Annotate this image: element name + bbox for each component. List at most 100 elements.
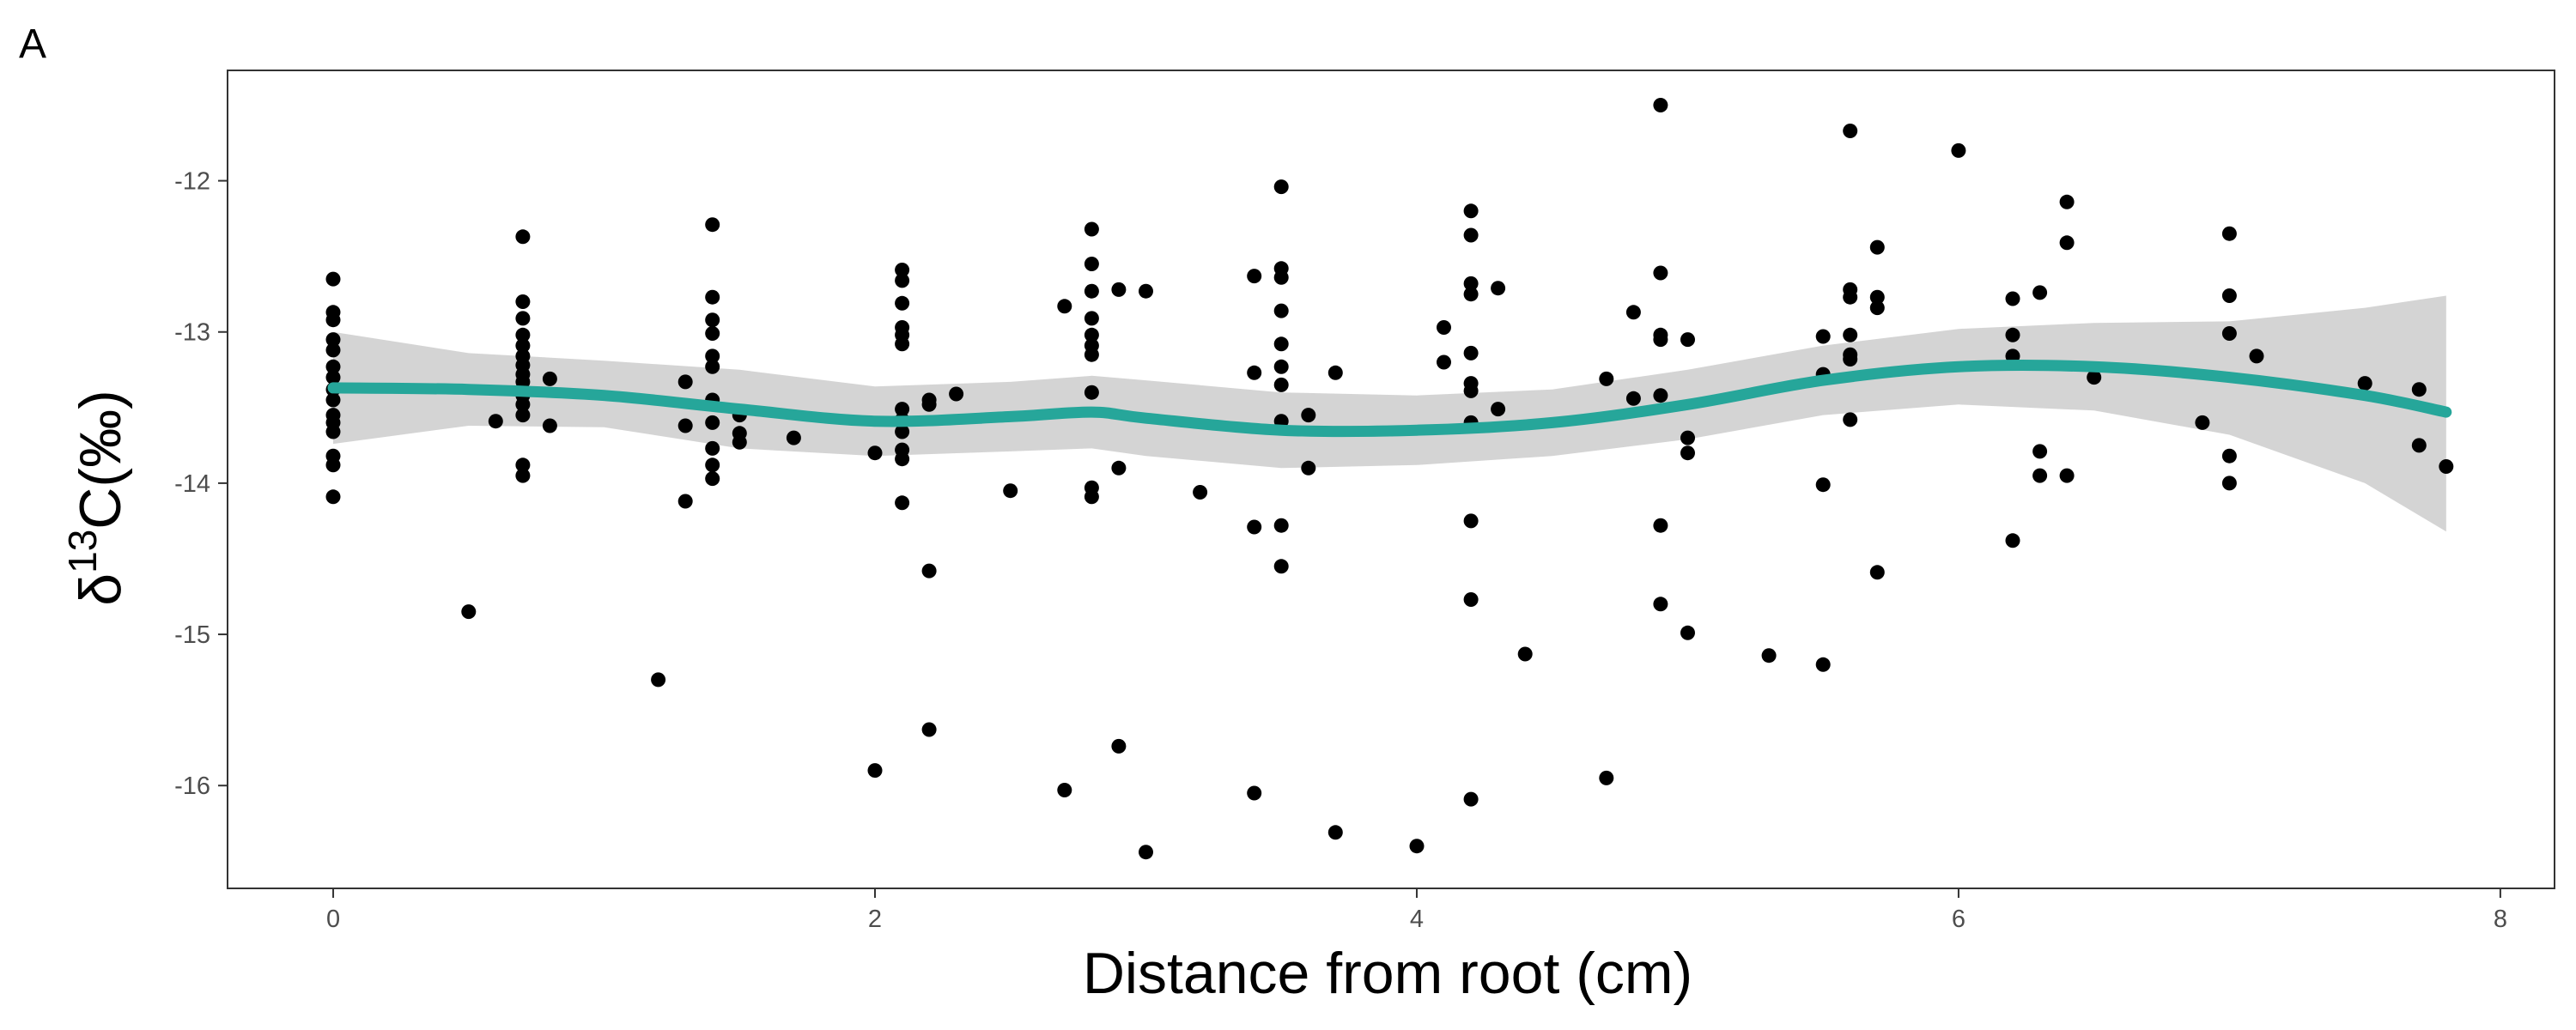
data-point [2221, 326, 2237, 341]
data-point [1491, 281, 1506, 296]
data-point [1084, 489, 1099, 505]
data-point [1653, 332, 1668, 348]
data-point [1843, 352, 1858, 367]
data-point [1815, 657, 1831, 672]
data-point [732, 434, 747, 450]
data-point [2059, 235, 2075, 251]
data-point [1273, 336, 1289, 352]
y-tick-label: -13 [174, 319, 210, 347]
data-point [325, 457, 341, 473]
data-point [1327, 365, 1343, 380]
data-point [1463, 513, 1479, 529]
y-tick-label: -16 [174, 772, 210, 800]
data-point [325, 489, 341, 505]
data-point [1057, 783, 1072, 797]
data-point [1680, 430, 1695, 445]
data-point [1111, 282, 1127, 297]
data-point [2221, 226, 2237, 241]
data-point [515, 229, 531, 245]
data-point [1247, 365, 1262, 380]
data-point [705, 348, 720, 364]
y-tick-label: -14 [174, 470, 210, 498]
data-point [1301, 408, 1316, 423]
x-axis: 0 2 4 6 8 [326, 888, 2507, 933]
data-point [325, 370, 341, 385]
x-tick-label: 8 [2494, 906, 2507, 933]
x-axis-title: Distance from root (cm) [1083, 941, 1692, 1006]
data-point [1437, 320, 1451, 335]
data-point [677, 494, 693, 509]
data-point [325, 332, 341, 348]
data-point [895, 402, 910, 417]
data-point [1463, 227, 1479, 243]
data-point [515, 457, 531, 473]
data-point [1680, 445, 1695, 461]
data-point [1084, 311, 1099, 326]
smooth-line [327, 359, 2452, 438]
y-axis-title-delta: δ [68, 573, 133, 606]
data-point [1951, 142, 1966, 158]
data-point [1437, 354, 1451, 370]
data-point [1273, 559, 1289, 574]
data-point [1463, 592, 1479, 607]
data-point [1653, 265, 1668, 281]
y-axis: -12 -13 -14 -15 -16 [174, 168, 228, 800]
data-point [325, 312, 341, 328]
data-point [515, 397, 531, 412]
data-point [1653, 98, 1668, 112]
data-point [1680, 625, 1695, 640]
data-point [895, 295, 910, 311]
data-point [677, 418, 693, 433]
data-point [325, 392, 341, 408]
data-point [1084, 385, 1099, 400]
data-point [895, 424, 910, 439]
data-point [1111, 460, 1127, 476]
data-point [1843, 124, 1858, 138]
data-point [1761, 648, 1777, 663]
data-point [1327, 825, 1343, 840]
data-point [325, 424, 341, 439]
data-point [325, 359, 341, 374]
data-point [2439, 459, 2454, 474]
data-point [515, 338, 531, 354]
data-point [705, 312, 720, 328]
data-point [705, 289, 720, 305]
data-point [2087, 370, 2102, 385]
data-point [2357, 376, 2372, 391]
data-point [921, 563, 937, 579]
data-point [1301, 460, 1316, 476]
data-point [2032, 468, 2048, 483]
data-point [1815, 477, 1831, 493]
data-point [1843, 327, 1858, 342]
data-point [1084, 283, 1099, 299]
data-point [1653, 597, 1668, 612]
data-point [542, 418, 557, 433]
data-point [921, 397, 937, 412]
data-point [895, 495, 910, 511]
data-point [1139, 283, 1153, 299]
data-point [1247, 269, 1262, 284]
data-point [1491, 402, 1506, 417]
smooth-line-layer [327, 359, 2452, 438]
data-point [705, 359, 720, 374]
data-point [2005, 533, 2020, 548]
x-tick-label: 2 [868, 906, 882, 933]
data-point [1084, 221, 1099, 237]
data-point [895, 451, 910, 467]
data-point [2221, 288, 2237, 303]
data-point [515, 468, 531, 483]
data-point [921, 722, 937, 737]
data-point [2411, 382, 2427, 397]
data-point [1680, 332, 1695, 348]
data-point [2005, 327, 2020, 342]
data-point [1843, 289, 1858, 305]
y-axis-title: δ13C(‰) [60, 390, 133, 605]
data-point [867, 763, 883, 779]
data-point [1111, 738, 1127, 754]
data-point [2032, 285, 2048, 300]
data-point [1463, 287, 1479, 302]
data-point [1273, 303, 1289, 318]
data-point [1193, 485, 1208, 500]
data-point [1463, 383, 1479, 398]
